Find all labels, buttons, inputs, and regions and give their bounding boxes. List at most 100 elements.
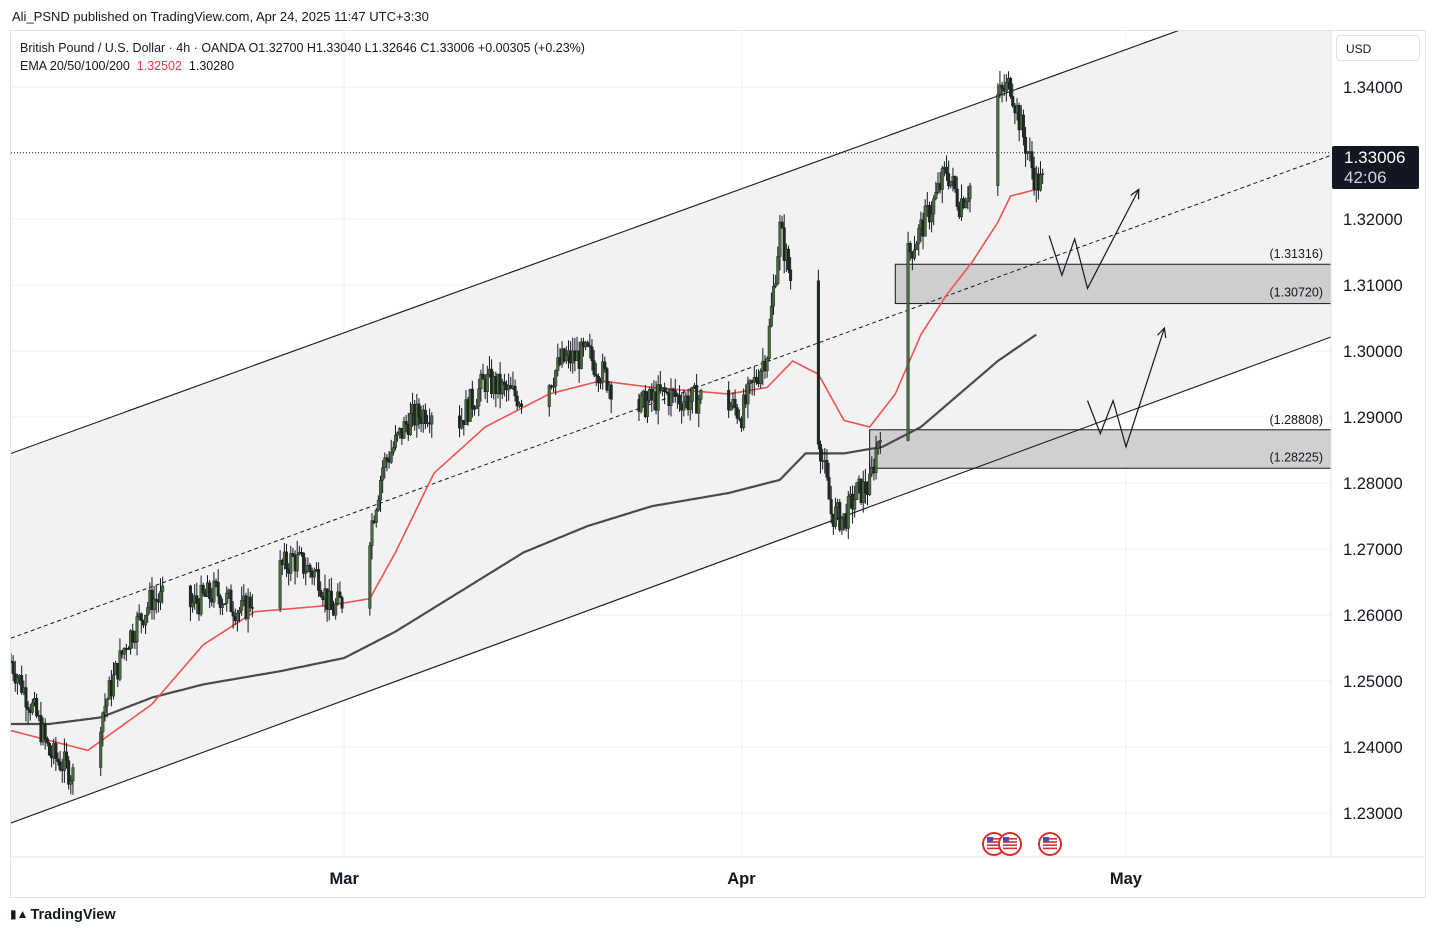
candle-body-132 xyxy=(393,434,397,448)
candle-body-73 xyxy=(216,581,220,597)
plot-area xyxy=(11,31,1331,856)
candle-body-120 xyxy=(368,545,372,609)
x-tick-label-1: Apr xyxy=(727,870,756,888)
candle-body-258 xyxy=(765,358,769,372)
tradingview-brand[interactable]: ▮▲ TradingView xyxy=(10,907,116,923)
candle-body-240 xyxy=(727,390,731,411)
candle-body-238 xyxy=(697,399,701,414)
candle-body-270 xyxy=(816,280,820,445)
candle-body-318 xyxy=(945,167,949,174)
candle-body-25 xyxy=(62,751,66,771)
candle-body-121 xyxy=(370,520,374,546)
candle-body-46 xyxy=(133,641,137,643)
candle-body-322 xyxy=(953,176,957,190)
candle-body-8 xyxy=(26,707,30,711)
candle-body-131 xyxy=(391,447,395,453)
candle-body-29 xyxy=(71,767,75,782)
gb-flag-icon-stripe-2 xyxy=(1003,844,1017,846)
candle-body-177 xyxy=(515,395,519,407)
candle-body-287 xyxy=(853,499,857,510)
candle-body-101 xyxy=(302,552,306,574)
us-flag-icon-canton xyxy=(987,837,993,842)
ema-legend[interactable]: EMA 20/50/100/200 1.32502 1.30280 xyxy=(20,57,585,75)
candle-body-146 xyxy=(423,409,427,424)
candle-body-65 xyxy=(199,584,203,615)
candle-body-102 xyxy=(304,571,308,574)
candle-body-260 xyxy=(769,305,773,327)
y-tick-label-6: 1.29000 xyxy=(1343,409,1403,427)
candle-body-266 xyxy=(782,227,786,261)
candle-body-223 xyxy=(665,391,669,393)
lower-demand-zone xyxy=(869,429,1331,469)
candle-body-51 xyxy=(144,614,148,626)
candle-body-69 xyxy=(208,582,212,599)
candle-body-262 xyxy=(774,283,778,287)
candle-body-249 xyxy=(746,383,750,405)
us-flag-icon-stripe-3 xyxy=(1043,847,1057,850)
candle-body-313 xyxy=(934,192,938,199)
candle-body-271 xyxy=(819,444,823,462)
scenario-path-1 xyxy=(1086,327,1165,449)
candle-body-344 xyxy=(1026,152,1030,154)
gb-flag-icon-canton xyxy=(1003,837,1009,842)
candle-body-80 xyxy=(231,611,235,617)
candle-body-176 xyxy=(513,385,517,397)
us-flag-icon-stripe-0 xyxy=(1043,838,1057,840)
candle-body-263 xyxy=(776,256,780,284)
channel-upper-line xyxy=(11,31,1179,454)
candle-body-31 xyxy=(101,712,105,733)
us-flag-icon[interactable] xyxy=(1038,832,1062,856)
candle-body-225 xyxy=(669,389,673,406)
y-tick-label-11: 1.34000 xyxy=(1343,79,1403,97)
candle-body-303 xyxy=(912,249,916,259)
candle-body-158 xyxy=(475,405,479,409)
candle-body-133 xyxy=(396,432,400,436)
tradingview-logo-icon: ▮▲ xyxy=(10,907,29,921)
candle-body-43 xyxy=(126,648,130,650)
candle-body-198 xyxy=(586,342,590,346)
candle-body-88 xyxy=(248,596,252,608)
candle-body-243 xyxy=(733,399,737,408)
candle-body-90 xyxy=(278,560,282,609)
candle-body-136 xyxy=(402,421,406,439)
candle-body-330 xyxy=(996,94,1000,186)
candle-body-284 xyxy=(846,496,850,529)
candle-body-119 xyxy=(340,597,344,609)
candle-body-28 xyxy=(69,780,73,785)
candle-body-312 xyxy=(932,198,936,215)
candle-body-116 xyxy=(334,603,338,616)
currency-button[interactable]: USD xyxy=(1336,35,1420,61)
us-flag-icon-stripe-0 xyxy=(987,838,1001,840)
candle-body-56 xyxy=(154,598,158,601)
candle-body-298 xyxy=(876,441,880,449)
candle-body-261 xyxy=(772,286,776,307)
candle-body-156 xyxy=(470,388,474,409)
candle-body-52 xyxy=(146,607,150,616)
candle-body-106 xyxy=(312,570,316,578)
candle-body-127 xyxy=(383,457,387,468)
gb-flag-icon[interactable] xyxy=(998,832,1022,856)
candle-body-61 xyxy=(191,602,195,608)
scenario-arrowhead-1 xyxy=(1157,326,1167,338)
candle-body-280 xyxy=(838,502,842,531)
candle-body-320 xyxy=(949,180,953,187)
candle-body-27 xyxy=(67,760,71,785)
symbol-info[interactable]: British Pound / U.S. Dollar · 4h · OANDA… xyxy=(20,41,585,55)
candle-body-200 xyxy=(590,346,594,361)
candle-body-160 xyxy=(479,373,483,390)
candle-body-231 xyxy=(682,401,686,411)
candle-body-95 xyxy=(289,553,293,574)
chart-legend: British Pound / U.S. Dollar · 4h · OANDA… xyxy=(20,39,585,75)
candle-body-278 xyxy=(833,506,837,527)
candle-body-18 xyxy=(47,742,51,756)
candle-body-297 xyxy=(874,448,878,473)
current-price-value: 1.33006 xyxy=(1344,148,1406,167)
candle-body-276 xyxy=(829,499,833,515)
us-flag-icon-ring xyxy=(1038,832,1062,856)
candle-body-211 xyxy=(639,394,643,412)
candle-body-83 xyxy=(238,610,242,614)
gb-flag-icon-ring xyxy=(998,832,1022,856)
candle-body-247 xyxy=(742,394,746,429)
candle-body-163 xyxy=(485,374,489,392)
